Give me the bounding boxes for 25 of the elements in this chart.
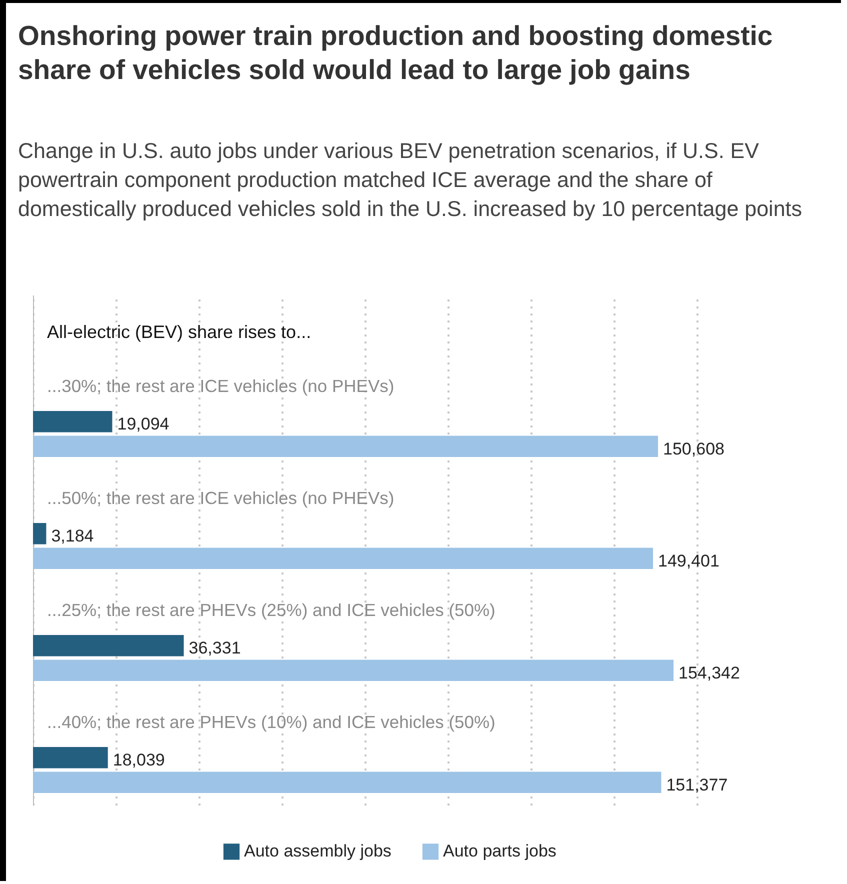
y-tick-label: ...30%; the rest are ICE vehicles (no PHEVs): [47, 376, 394, 396]
data-label: 150,608: [663, 439, 724, 458]
legend-label: Auto assembly jobs: [244, 842, 392, 861]
chart-subtitle: Change in U.S. auto jobs under various BEV penetration scenarios, if U.S. EV powertrain component production matched ICE average and the share of domestically produced vehicles sold in the U.S. increased by 10 percentage points: [18, 138, 804, 223]
bar: [33, 548, 654, 570]
data-label: 149,401: [658, 551, 720, 570]
data-label: 19,094: [117, 414, 170, 434]
y-tick-label: ...50%; the rest are ICE vehicles (no PHEVs): [47, 488, 394, 508]
data-label: 154,342: [678, 663, 740, 682]
data-label: 18,039: [112, 750, 165, 770]
data-label: 3,184: [51, 526, 94, 546]
bar: [33, 436, 658, 458]
bar: [33, 660, 674, 681]
bar: [33, 635, 184, 656]
bar: [33, 746, 108, 768]
legend-label: Auto parts jobs: [443, 842, 556, 861]
chart-title: Onshoring power train production and boosting domestic share of vehicles sold would lead to large job gains: [18, 19, 774, 87]
data-label: 36,331: [188, 638, 241, 658]
annotation: All-electric (BEV) share rises to...: [47, 322, 312, 342]
bar: [33, 772, 662, 793]
bar: [33, 523, 46, 544]
data-label: 151,377: [666, 775, 728, 794]
y-tick-label: ...25%; the rest are PHEVs (25%) and ICE vehicles (50%): [47, 600, 496, 620]
bar: [33, 411, 112, 432]
y-tick-label: ...40%; the rest are PHEVs (10%) and ICE vehicles (50%): [47, 712, 496, 732]
